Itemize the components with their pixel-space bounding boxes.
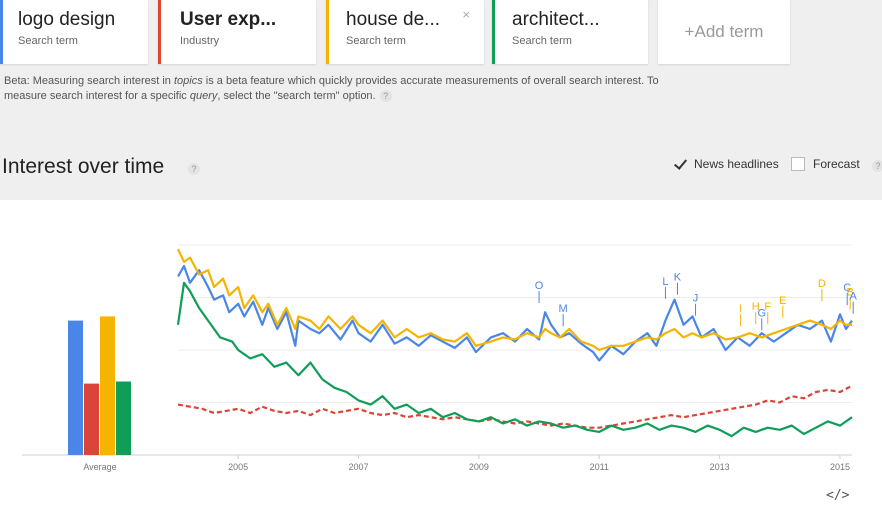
annotation-label: B bbox=[847, 286, 854, 298]
annotation-label: O bbox=[535, 280, 544, 292]
x-tick-label: 2011 bbox=[590, 462, 609, 472]
term-card-logo-design[interactable]: logo design Search term bbox=[0, 0, 148, 64]
term-card-architecture[interactable]: architect... Search term bbox=[492, 0, 648, 64]
average-bar bbox=[100, 316, 115, 455]
average-label: Average bbox=[83, 462, 116, 472]
forecast-label: Forecast bbox=[813, 157, 860, 171]
x-tick-label: 2009 bbox=[469, 462, 489, 472]
section-title: Interest over time bbox=[2, 155, 165, 178]
term-name: house de... bbox=[346, 9, 441, 30]
beta-text: Beta: Measuring search interest in bbox=[4, 75, 174, 87]
term-type: Search term bbox=[512, 35, 572, 47]
term-color-bar bbox=[0, 0, 3, 64]
series-line bbox=[176, 281, 853, 438]
chart-grid bbox=[22, 244, 852, 456]
help-icon[interactable]: ? bbox=[188, 163, 200, 175]
news-headlines-checkbox[interactable] bbox=[674, 158, 686, 170]
add-term-button[interactable]: +Add term bbox=[658, 0, 790, 64]
x-axis-ticks: 2005 2007 2009 2011 2013 2015 bbox=[228, 455, 850, 472]
annotation-label: F bbox=[764, 301, 771, 313]
term-type: Search term bbox=[18, 35, 78, 47]
remove-term-icon[interactable]: × bbox=[462, 7, 470, 22]
annotation-label: A bbox=[850, 291, 858, 303]
beta-text-topics: topics bbox=[173, 75, 203, 87]
x-tick-label: 2013 bbox=[710, 462, 730, 472]
annotation-label: H bbox=[752, 301, 760, 313]
average-bars: Average bbox=[68, 316, 131, 472]
beta-text: measure search interest for a specific bbox=[4, 90, 190, 102]
chart-series bbox=[176, 248, 853, 438]
beta-text: is a beta feature which quickly provides… bbox=[202, 75, 659, 87]
x-tick-label: 2015 bbox=[830, 462, 850, 472]
series-line bbox=[177, 384, 853, 429]
annotation-label: M bbox=[559, 303, 568, 315]
beta-text-query: query bbox=[189, 90, 218, 102]
term-name: architect... bbox=[512, 9, 600, 30]
annotation-label: I bbox=[739, 303, 742, 315]
embed-code-icon[interactable]: </> bbox=[826, 488, 850, 503]
x-tick-label: 2005 bbox=[228, 462, 248, 472]
term-card-user-experience[interactable]: User exp... Industry bbox=[158, 0, 316, 64]
term-color-bar bbox=[326, 0, 329, 64]
term-name: User exp... bbox=[180, 9, 277, 30]
average-bar bbox=[116, 381, 131, 455]
news-headlines-option[interactable]: News headlines bbox=[674, 157, 779, 171]
series-line bbox=[177, 248, 852, 352]
help-icon[interactable]: ? bbox=[379, 90, 392, 103]
annotation-label: D bbox=[818, 278, 826, 290]
average-bar bbox=[84, 383, 99, 455]
annotation-label: K bbox=[674, 272, 682, 284]
forecast-option[interactable]: Forecast bbox=[791, 157, 860, 171]
series-line bbox=[177, 264, 853, 362]
average-bar bbox=[68, 320, 83, 455]
term-color-bar bbox=[492, 0, 495, 64]
annotation-label: E bbox=[779, 295, 786, 307]
help-icon[interactable]: ? bbox=[872, 160, 882, 172]
beta-text: , select the "search term" option. bbox=[217, 90, 376, 102]
forecast-checkbox[interactable] bbox=[791, 157, 805, 171]
term-type: Search term bbox=[346, 35, 406, 47]
news-headlines-label: News headlines bbox=[694, 157, 779, 171]
term-card-house-design[interactable]: house de... Search term × bbox=[326, 0, 484, 64]
term-name: logo design bbox=[18, 9, 116, 30]
term-color-bar bbox=[158, 0, 161, 64]
x-tick-label: 2007 bbox=[349, 462, 369, 472]
header-area: logo design Search term User exp... Indu… bbox=[0, 0, 882, 200]
annotation-label: L bbox=[662, 276, 668, 288]
annotation-label: J bbox=[693, 293, 699, 305]
term-type: Industry bbox=[180, 35, 220, 47]
annotation-label: G bbox=[757, 307, 766, 319]
annotation-label: C bbox=[843, 282, 851, 294]
beta-note: Beta: Measuring search interest in topic… bbox=[4, 74, 724, 104]
